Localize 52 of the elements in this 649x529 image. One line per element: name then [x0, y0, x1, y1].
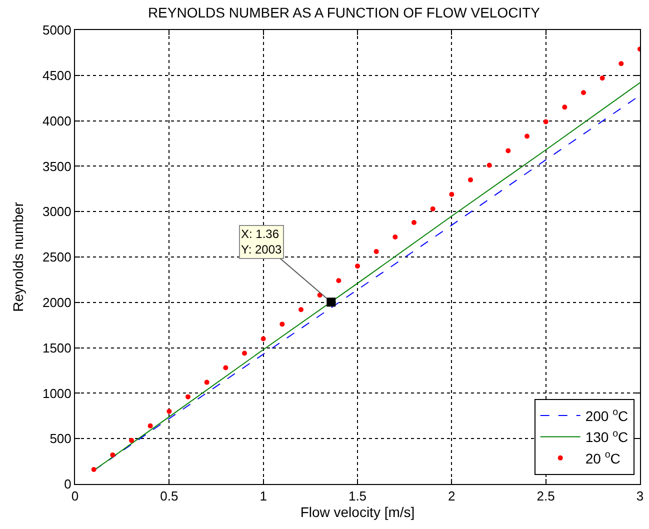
y-tick-label: 0 [64, 476, 72, 492]
y-tick-label: 4000 [42, 113, 72, 128]
point [186, 394, 190, 400]
point [280, 322, 285, 327]
point [374, 249, 379, 254]
point [562, 104, 568, 110]
point [355, 264, 360, 269]
point [468, 177, 473, 182]
point [223, 365, 228, 370]
point [543, 119, 548, 124]
point [166, 408, 172, 414]
x-tick-label: 1 [260, 488, 267, 504]
point [449, 192, 454, 197]
y-tick-label: 3000 [42, 204, 72, 220]
y-tick-label: 1000 [42, 386, 72, 401]
point [110, 452, 116, 458]
point [486, 162, 492, 168]
x-tick-label: 3 [636, 488, 644, 504]
x-tick-label: 2.5 [536, 488, 555, 504]
point [600, 76, 605, 81]
y-tick-label: 2500 [42, 250, 72, 265]
point [430, 206, 436, 212]
point [581, 90, 586, 96]
x-tick-label: 0.5 [160, 488, 178, 504]
legend-label: 200 $^{o}$C [585, 407, 628, 424]
y-tick-label: 5000 [42, 22, 72, 38]
y-axis-title: Reynolds number [10, 202, 26, 312]
x-tick-label: 1.5 [348, 488, 367, 504]
point [618, 61, 624, 66]
y-tick-label: 2000 [42, 294, 72, 310]
point [204, 380, 210, 385]
annotation: X: 1.36 Y: 2003 [241, 227, 282, 257]
x-axis-title: Flow velocity [m/s] [300, 504, 415, 520]
y-tick-label: 3500 [42, 158, 72, 174]
y-tick-label: 1500 [42, 340, 72, 356]
point [392, 234, 398, 240]
x-tick-label: 2 [448, 488, 456, 504]
legend-label: 130 $^{o}$C [585, 428, 628, 446]
point [148, 423, 153, 428]
legend-label: 20 $^{o}$C [585, 450, 620, 466]
point [298, 307, 304, 312]
point [412, 220, 416, 225]
point [129, 438, 134, 443]
y-tick-label: 4500 [42, 68, 72, 83]
y-tick-label: 500 [50, 431, 72, 446]
point [260, 336, 266, 342]
point [506, 148, 511, 154]
point [91, 466, 96, 472]
point [524, 134, 530, 139]
chart-title: REYNOLDS NUMBER AS A FUNCTION OF FLOW VELOCITY [148, 4, 541, 21]
point [242, 350, 247, 356]
point [336, 278, 342, 284]
